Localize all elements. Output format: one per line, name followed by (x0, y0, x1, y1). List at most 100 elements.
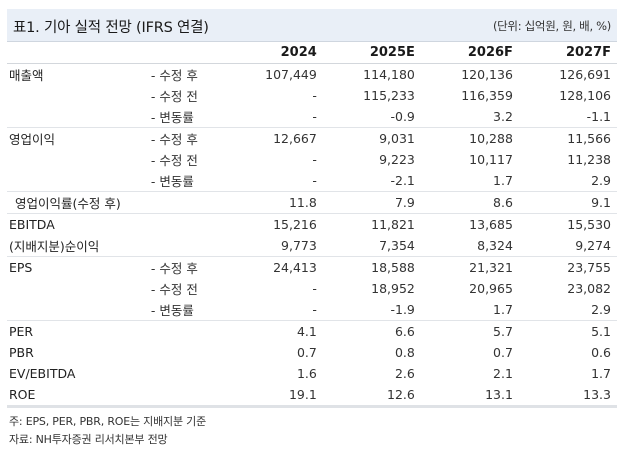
cell-value: 7,354 (322, 235, 421, 257)
cell-value: 13,685 (469, 217, 513, 232)
table-notes: 주: EPS, PER, PBR, ROE는 지배지분 기준 자료: NH투자증… (9, 413, 206, 449)
row-label (7, 170, 147, 192)
table-row: 영업이익 - 수정 후 12,667 9,031 10,288 11,566 (7, 128, 617, 150)
cell-value: 23,755 (567, 260, 611, 275)
cell-value: 4.1 (296, 324, 317, 339)
cell-value: - (248, 299, 323, 321)
cell-value: 114,180 (363, 67, 415, 82)
table-row: - 변동률 - -2.1 1.7 2.9 (7, 170, 617, 192)
cell-value: 1.7 (420, 170, 519, 192)
cell-value: 116,359 (461, 88, 513, 103)
cell-value: -1.1 (518, 106, 617, 128)
row-label: EPS (9, 260, 33, 275)
cell-value: 2.6 (394, 366, 415, 381)
cell-value: 10,288 (469, 131, 513, 146)
cell-value: 9,773 (248, 235, 323, 257)
cell-value: - (312, 152, 317, 167)
cell-value: 9.1 (518, 191, 617, 214)
table-row: - 수정 전 - 9,223 10,117 11,238 (7, 149, 617, 170)
row-label (7, 299, 147, 321)
cell-value: 126,691 (559, 67, 611, 82)
column-header-2027f: 2027F (565, 45, 611, 60)
cell-value: 1.6 (296, 366, 317, 381)
row-label (7, 149, 147, 170)
cell-value: - (312, 281, 317, 296)
row-label (7, 278, 147, 299)
cell-value: 0.8 (394, 345, 415, 360)
cell-value: 11,238 (567, 152, 611, 167)
cell-value: - (248, 106, 323, 128)
cell-value: 10,117 (469, 152, 513, 167)
cell-value: 5.1 (591, 324, 611, 339)
row-sublabel: - 수정 후 (150, 68, 198, 83)
table-row: 매출액 - 수정 후 107,449 114,180 120,136 126,6… (7, 64, 617, 86)
footnote: 주: EPS, PER, PBR, ROE는 지배지분 기준 (9, 415, 207, 428)
cell-value: 8,324 (420, 235, 519, 257)
header-row: 2024 2025E 2026F 2027F (7, 42, 617, 64)
cell-value: 9,223 (379, 152, 415, 167)
row-label: PER (9, 324, 34, 339)
cell-value: 15,530 (567, 217, 611, 232)
cell-value: 11.8 (248, 191, 323, 214)
row-label (7, 106, 147, 128)
table-row: - 수정 전 - 18,952 20,965 23,082 (7, 278, 617, 299)
row-label: PBR (9, 345, 34, 360)
cell-value: 0.6 (591, 345, 611, 360)
row-label: ROE (7, 384, 249, 408)
cell-value: 9,031 (379, 131, 415, 146)
row-sublabel: - 수정 전 (150, 282, 198, 297)
row-sublabel: - 수정 전 (150, 89, 198, 104)
cell-value: 13.1 (420, 384, 519, 408)
row-label: 영업이익 (9, 132, 56, 147)
cell-value: 12,667 (273, 131, 317, 146)
cell-value: 3.2 (420, 106, 519, 128)
table-row: - 변동률 - -1.9 1.7 2.9 (7, 299, 617, 321)
cell-value: - (312, 88, 317, 103)
cell-value: 115,233 (363, 88, 415, 103)
row-label (7, 85, 147, 106)
table-row: - 변동률 - -0.9 3.2 -1.1 (7, 106, 617, 128)
table-title: 표1. 기아 실적 전망 (IFRS 연결) (13, 20, 209, 36)
cell-value: 120,136 (461, 67, 513, 82)
table-row: - 수정 전 - 115,233 116,359 128,106 (7, 85, 617, 106)
row-sublabel: - 변동률 (146, 299, 249, 321)
row-sublabel: - 수정 후 (150, 132, 198, 147)
row-label: (지배지분)순이익 (7, 235, 249, 257)
table-row: (지배지분)순이익 9,773 7,354 8,324 9,274 (7, 235, 617, 257)
cell-value: 13.3 (518, 384, 617, 408)
column-header-2025e: 2025E (369, 45, 415, 60)
cell-value: 2.1 (493, 366, 513, 381)
column-header-2026f: 2026F (467, 45, 513, 60)
source-note: 자료: NH투자증권 리서치본부 전망 (9, 433, 168, 446)
earnings-forecast-table: 2024 2025E 2026F 2027F 매출액 - 수정 후 107,44… (7, 42, 617, 408)
row-sublabel: - 수정 후 (150, 261, 198, 276)
cell-value: 23,082 (567, 281, 611, 296)
cell-value: 19.1 (248, 384, 323, 408)
cell-value: 128,106 (559, 88, 611, 103)
table-row: ROE 19.1 12.6 13.1 13.3 (7, 384, 617, 408)
cell-value: 12.6 (322, 384, 421, 408)
cell-value: 6.6 (394, 324, 415, 339)
cell-value: 5.7 (493, 324, 513, 339)
column-header-2024: 2024 (280, 45, 317, 60)
cell-value: -1.9 (322, 299, 421, 321)
cell-value: 11,566 (567, 131, 611, 146)
cell-value: 1.7 (591, 366, 611, 381)
cell-value: 24,413 (273, 260, 317, 275)
row-sublabel: - 변동률 (146, 106, 249, 128)
cell-value: 8.6 (420, 191, 519, 214)
cell-value: 2.9 (518, 170, 617, 192)
cell-value: 9,274 (518, 235, 617, 257)
table-row: 영업이익률(수정 후) 11.8 7.9 8.6 9.1 (7, 191, 617, 214)
cell-value: 0.7 (296, 345, 317, 360)
header-blank-sub (147, 42, 249, 64)
row-label: EBITDA (9, 217, 55, 232)
unit-label: (단위: 십억원, 원, 배, %) (492, 19, 611, 33)
row-label: 영업이익률(수정 후) (7, 191, 249, 214)
cell-value: 1.7 (420, 299, 519, 321)
table-row: EBITDA 15,216 11,821 13,685 15,530 (7, 214, 617, 236)
cell-value: 7.9 (322, 191, 421, 214)
row-label: 매출액 (9, 68, 44, 83)
table-row: PER 4.1 6.6 5.7 5.1 (7, 321, 617, 343)
header-blank (7, 42, 147, 64)
